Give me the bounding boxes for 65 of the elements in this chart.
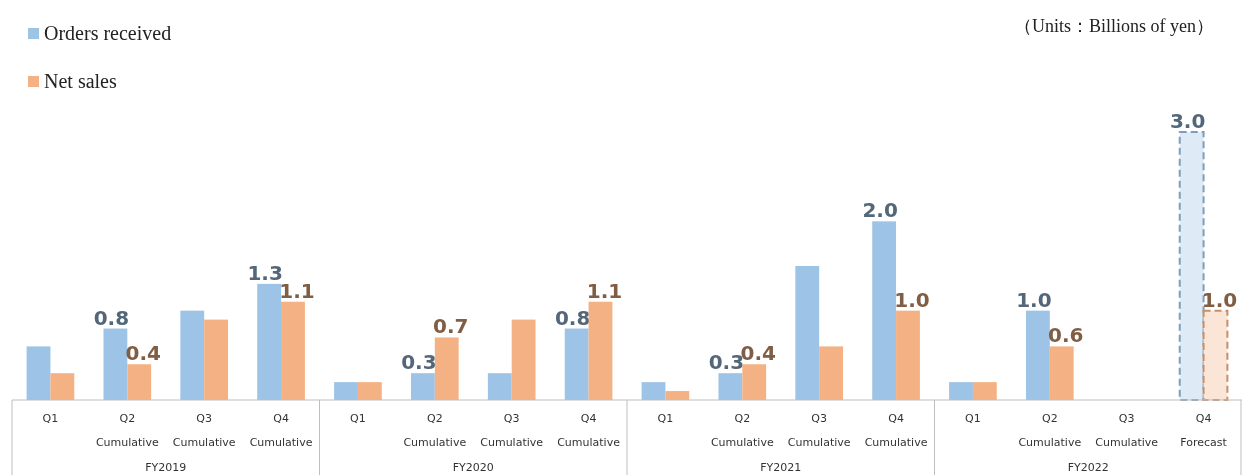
bar [204, 319, 229, 400]
bar [1202, 309, 1229, 401]
bar [1049, 346, 1074, 400]
legend-label: Net sales [44, 70, 117, 92]
bar [103, 328, 128, 400]
text: FY2020 [452, 461, 494, 474]
x-tick-label: Q1 [965, 412, 981, 425]
bar [665, 391, 690, 400]
bar [511, 319, 536, 400]
bar [487, 373, 512, 400]
bar [281, 301, 305, 400]
data-label: 0.8 [93, 305, 130, 330]
bar [795, 266, 820, 400]
bar [588, 301, 613, 400]
bar [872, 221, 897, 400]
x-tick-label: Q3 Cumulative [172, 412, 236, 449]
bar [357, 382, 382, 400]
text: FY2021 [760, 461, 802, 474]
x-tick-label: Q4 Cumulative [557, 412, 621, 449]
x-tick-label: Q2 Cumulative [710, 412, 774, 449]
bar [564, 328, 589, 400]
text: FY2022 [1067, 461, 1109, 474]
data-label: 0.7 [433, 314, 469, 339]
bar [334, 382, 358, 400]
x-tick-label: Q1 [42, 412, 59, 425]
bar [718, 373, 743, 400]
bar [257, 283, 282, 400]
bar [949, 382, 973, 400]
bar [127, 364, 152, 400]
x-tick-label: Q3 Cumulative [787, 412, 851, 449]
data-label: 1.0 [894, 287, 930, 312]
bar [972, 382, 997, 400]
data-label: 0.3 [401, 350, 437, 375]
x-tick-label: Q4 Cumulative [249, 412, 313, 449]
data-label: 0.4 [125, 341, 161, 366]
data-label: 3.0 [1169, 109, 1206, 133]
bar [1025, 310, 1050, 400]
text: FY2019 [145, 461, 187, 474]
bar [1178, 131, 1205, 401]
bar [180, 310, 205, 400]
bar [434, 337, 459, 400]
legend-label: Orders received [44, 22, 172, 44]
x-tick-label: Q3 Cumulative [1095, 412, 1159, 449]
data-label: 1.1 [586, 278, 623, 303]
bar [819, 346, 844, 400]
data-label: 2.0 [862, 198, 898, 223]
bar [410, 373, 435, 400]
x-tick-label: Q1 [657, 412, 674, 425]
data-label: 1.0 [1016, 287, 1052, 312]
data-label: 0.8 [554, 305, 591, 330]
x-tick-label: Q2 Cumulative [1018, 412, 1082, 449]
data-label: 1.0 [1201, 287, 1238, 312]
x-tick-label: Q1 [350, 412, 366, 425]
x-tick-label: Q4 Forecast [1180, 412, 1228, 449]
bar [50, 373, 75, 400]
data-label: 0.6 [1048, 323, 1084, 348]
bar [896, 310, 920, 400]
text: （Units：Billions of yen） [1013, 16, 1214, 36]
x-tick-label: Q4 Cumulative [864, 412, 928, 449]
bar [26, 346, 51, 400]
x-tick-label: Q2 Cumulative [95, 412, 159, 449]
x-tick-label: Q2 Cumulative [403, 412, 467, 449]
bar [742, 364, 767, 400]
x-tick-label: Q3 Cumulative [480, 412, 544, 449]
bar [641, 382, 666, 400]
